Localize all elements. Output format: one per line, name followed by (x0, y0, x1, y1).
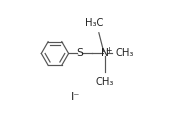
Text: CH₃: CH₃ (115, 48, 134, 58)
Text: CH₃: CH₃ (96, 77, 114, 87)
Text: H₃C: H₃C (85, 18, 104, 28)
Text: +: + (105, 46, 111, 55)
Text: I⁻: I⁻ (71, 92, 80, 102)
Text: N: N (101, 48, 109, 58)
Text: S: S (76, 48, 83, 58)
